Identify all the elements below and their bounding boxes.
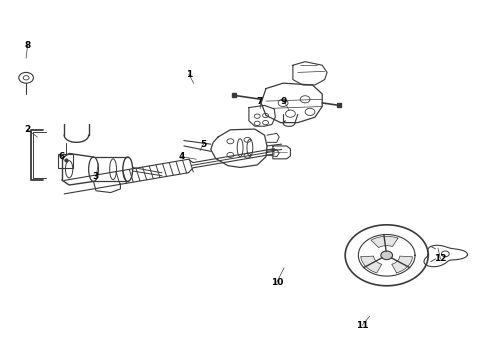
Polygon shape: [371, 236, 398, 248]
Text: 12: 12: [434, 255, 447, 264]
Circle shape: [381, 251, 392, 260]
Text: 2: 2: [24, 125, 31, 134]
Polygon shape: [361, 256, 382, 273]
Text: 1: 1: [186, 70, 192, 79]
Text: 4: 4: [178, 152, 185, 161]
Text: 10: 10: [270, 278, 283, 287]
Text: 6: 6: [59, 152, 65, 161]
Text: 5: 5: [200, 140, 207, 149]
Text: 7: 7: [256, 96, 263, 105]
Text: 11: 11: [356, 321, 368, 330]
Polygon shape: [392, 256, 413, 273]
Text: 9: 9: [281, 96, 287, 105]
Text: 8: 8: [24, 41, 31, 50]
Text: 3: 3: [93, 172, 99, 181]
